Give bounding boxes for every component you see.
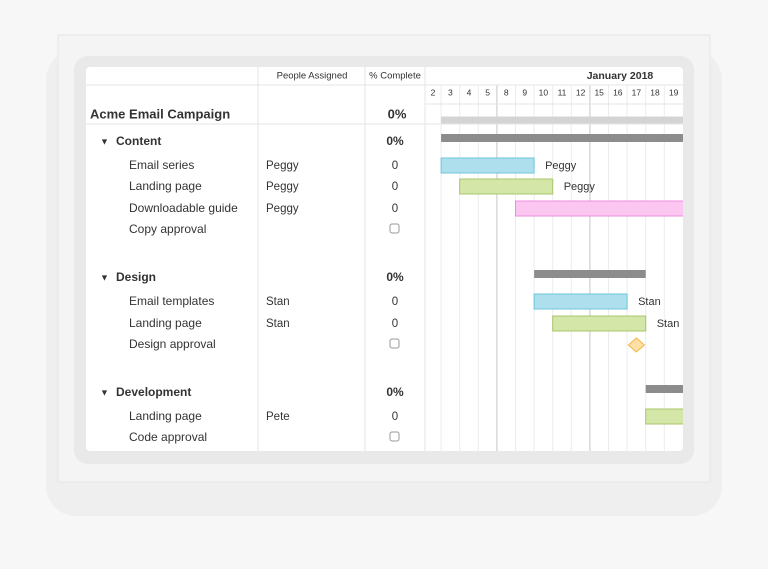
bar-label: Stan [638,296,661,308]
bar-label: Peggy [545,160,577,172]
bar-label: Stan [657,318,680,330]
month-header: January 2018 [587,70,654,82]
task-complete: 0 [392,203,398,215]
day-label: 2 [431,87,436,97]
collapse-arrow: ▼ [100,272,109,282]
checkbox[interactable] [389,431,400,442]
group-name: Content [116,134,161,148]
summary-bar [441,134,683,142]
task-complete: 0 [392,160,398,172]
group-name: Development [116,385,191,399]
task-name: Landing page [129,179,202,193]
task-name: Landing page [129,316,202,330]
milestone [627,337,646,353]
task-name: Email series [129,158,194,172]
task-assignee: Peggy [266,181,299,193]
bar-label: Peggy [564,181,596,193]
collapse-arrow: ▼ [100,387,109,397]
task-assignee: Peggy [266,160,299,172]
task-name: Copy approval [129,222,206,236]
task-name: Downloadable guide [129,201,238,215]
grid [440,85,665,451]
day-label: 15 [594,87,604,97]
task-complete: 0 [392,411,398,423]
task-name: Code approval [129,430,207,444]
task-assignee: Pete [266,411,290,423]
task-complete: 0 [392,296,398,308]
day-label: 9 [522,87,527,97]
group-complete: 0% [386,270,404,284]
column-header: % Complete [369,71,421,82]
summary-bar [441,116,683,124]
day-label: 3 [448,87,453,97]
day-label: 5 [485,87,490,97]
project-complete: 0% [388,106,407,121]
task-assignee: Peggy [266,203,299,215]
day-label: 16 [613,87,623,97]
project-name: Acme Email Campaign [90,106,230,121]
day-label: 10 [539,87,549,97]
day-label: 17 [632,87,642,97]
task-complete: 0 [392,181,398,193]
task-bar [515,200,683,217]
task-bar [552,315,647,332]
task-name: Landing page [129,409,202,423]
day-label: 11 [558,87,567,97]
day-label: 19 [669,87,679,97]
day-label: 12 [576,87,586,97]
summary-bar [534,270,646,278]
summary-bar [645,385,683,393]
task-bar [440,157,535,174]
day-label: 18 [650,87,660,97]
day-label: 4 [467,87,472,97]
task-assignee: Stan [266,296,290,308]
task-bar [645,408,683,425]
task-bar [459,178,554,195]
task-name: Email templates [129,294,214,308]
day-label: 8 [504,87,509,97]
column-header: People Assigned [277,71,348,82]
task-bar [533,293,628,310]
collapse-arrow: ▼ [100,136,109,146]
group-complete: 0% [386,385,404,399]
checkbox[interactable] [389,223,400,234]
group-name: Design [116,270,156,284]
checkbox[interactable] [389,338,400,349]
gantt-bars: Peggy Peggy Stan Stan [440,116,683,425]
task-assignee: Stan [266,318,290,330]
task-complete: 0 [392,318,398,330]
task-name: Design approval [129,337,216,351]
group-complete: 0% [386,134,404,148]
